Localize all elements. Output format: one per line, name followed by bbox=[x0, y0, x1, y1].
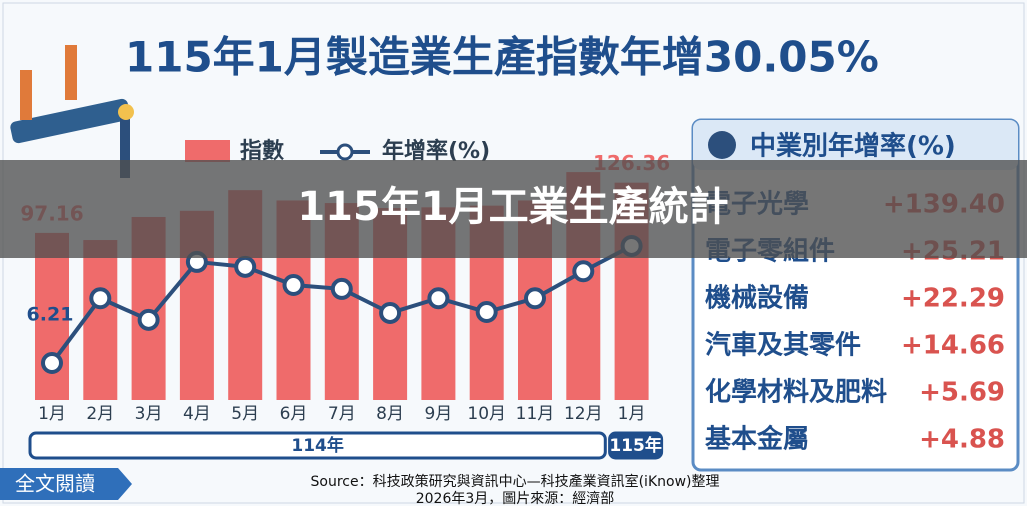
growth-marker bbox=[524, 287, 546, 310]
year-label: 115年 bbox=[609, 435, 662, 456]
button-shape[interactable] bbox=[0, 468, 132, 500]
x-tick-label: 12月 bbox=[564, 404, 603, 424]
x-tick-label: 2月 bbox=[86, 404, 114, 424]
industry-name: 化學材料及肥料 bbox=[705, 378, 887, 408]
worker-icon bbox=[708, 131, 736, 159]
growth-marker bbox=[572, 260, 595, 283]
industry-name: 機械設備 bbox=[705, 283, 809, 314]
industry-name: 汽車及其零件 bbox=[705, 331, 861, 361]
growth-marker bbox=[89, 287, 112, 310]
x-tick-label: 10月 bbox=[467, 404, 506, 424]
robot-illustration bbox=[10, 45, 134, 178]
growth-marker bbox=[137, 308, 160, 331]
panel-title: 中業別年增率(%) bbox=[750, 131, 956, 162]
x-tick-label: 9月 bbox=[424, 404, 452, 424]
growth-marker bbox=[234, 255, 257, 278]
legend-swatch-bar bbox=[185, 140, 230, 162]
x-tick-label: 1月 bbox=[618, 404, 646, 424]
x-tick-label: 5月 bbox=[231, 404, 259, 424]
industry-growth: +4.88 bbox=[919, 425, 1005, 455]
year-band bbox=[608, 431, 664, 460]
x-tick-label: 6月 bbox=[280, 404, 308, 424]
bar bbox=[83, 240, 118, 400]
overlay-title: 115年1月工業生產統計 bbox=[297, 184, 728, 230]
x-tick-label: 1月 bbox=[38, 404, 66, 424]
read-button[interactable]: 全文閱讀 bbox=[0, 468, 132, 500]
line-value-label: 6.21 bbox=[27, 304, 74, 326]
industry-name: 基本金屬 bbox=[705, 424, 809, 455]
growth-marker bbox=[282, 273, 305, 296]
growth-marker bbox=[379, 301, 402, 324]
legend-label: 年增率(%) bbox=[382, 138, 490, 164]
growth-marker bbox=[41, 352, 63, 375]
x-tick-label: 8月 bbox=[376, 404, 404, 424]
panel-header bbox=[693, 120, 1018, 170]
x-tick-label: 3月 bbox=[135, 404, 163, 424]
source-line: 2026年3月，圖片來源：經濟部 bbox=[416, 491, 615, 506]
button-label[interactable]: 全文閱讀 bbox=[15, 472, 95, 496]
source-line: Source：科技政策研究與資訊中心—科技產業資訊室(iKnow)整理 bbox=[311, 473, 720, 490]
industry-growth: +22.29 bbox=[901, 284, 1005, 314]
chart-title: 115年1月製造業生產指數年增30.05% bbox=[125, 33, 879, 82]
x-tick-label: 4月 bbox=[183, 404, 211, 424]
growth-marker bbox=[475, 300, 498, 323]
year-band bbox=[28, 431, 607, 460]
x-tick-label: 11月 bbox=[516, 404, 555, 424]
industry-growth: +5.69 bbox=[919, 378, 1005, 408]
legend-label: 指數 bbox=[240, 139, 284, 164]
x-tick-label: 7月 bbox=[328, 404, 356, 424]
growth-marker bbox=[427, 287, 450, 310]
year-label: 114年 bbox=[291, 435, 344, 456]
overlay-banner bbox=[0, 160, 1027, 258]
legend-marker bbox=[336, 143, 354, 161]
growth-marker bbox=[330, 277, 353, 300]
industry-growth: +14.66 bbox=[901, 331, 1005, 361]
